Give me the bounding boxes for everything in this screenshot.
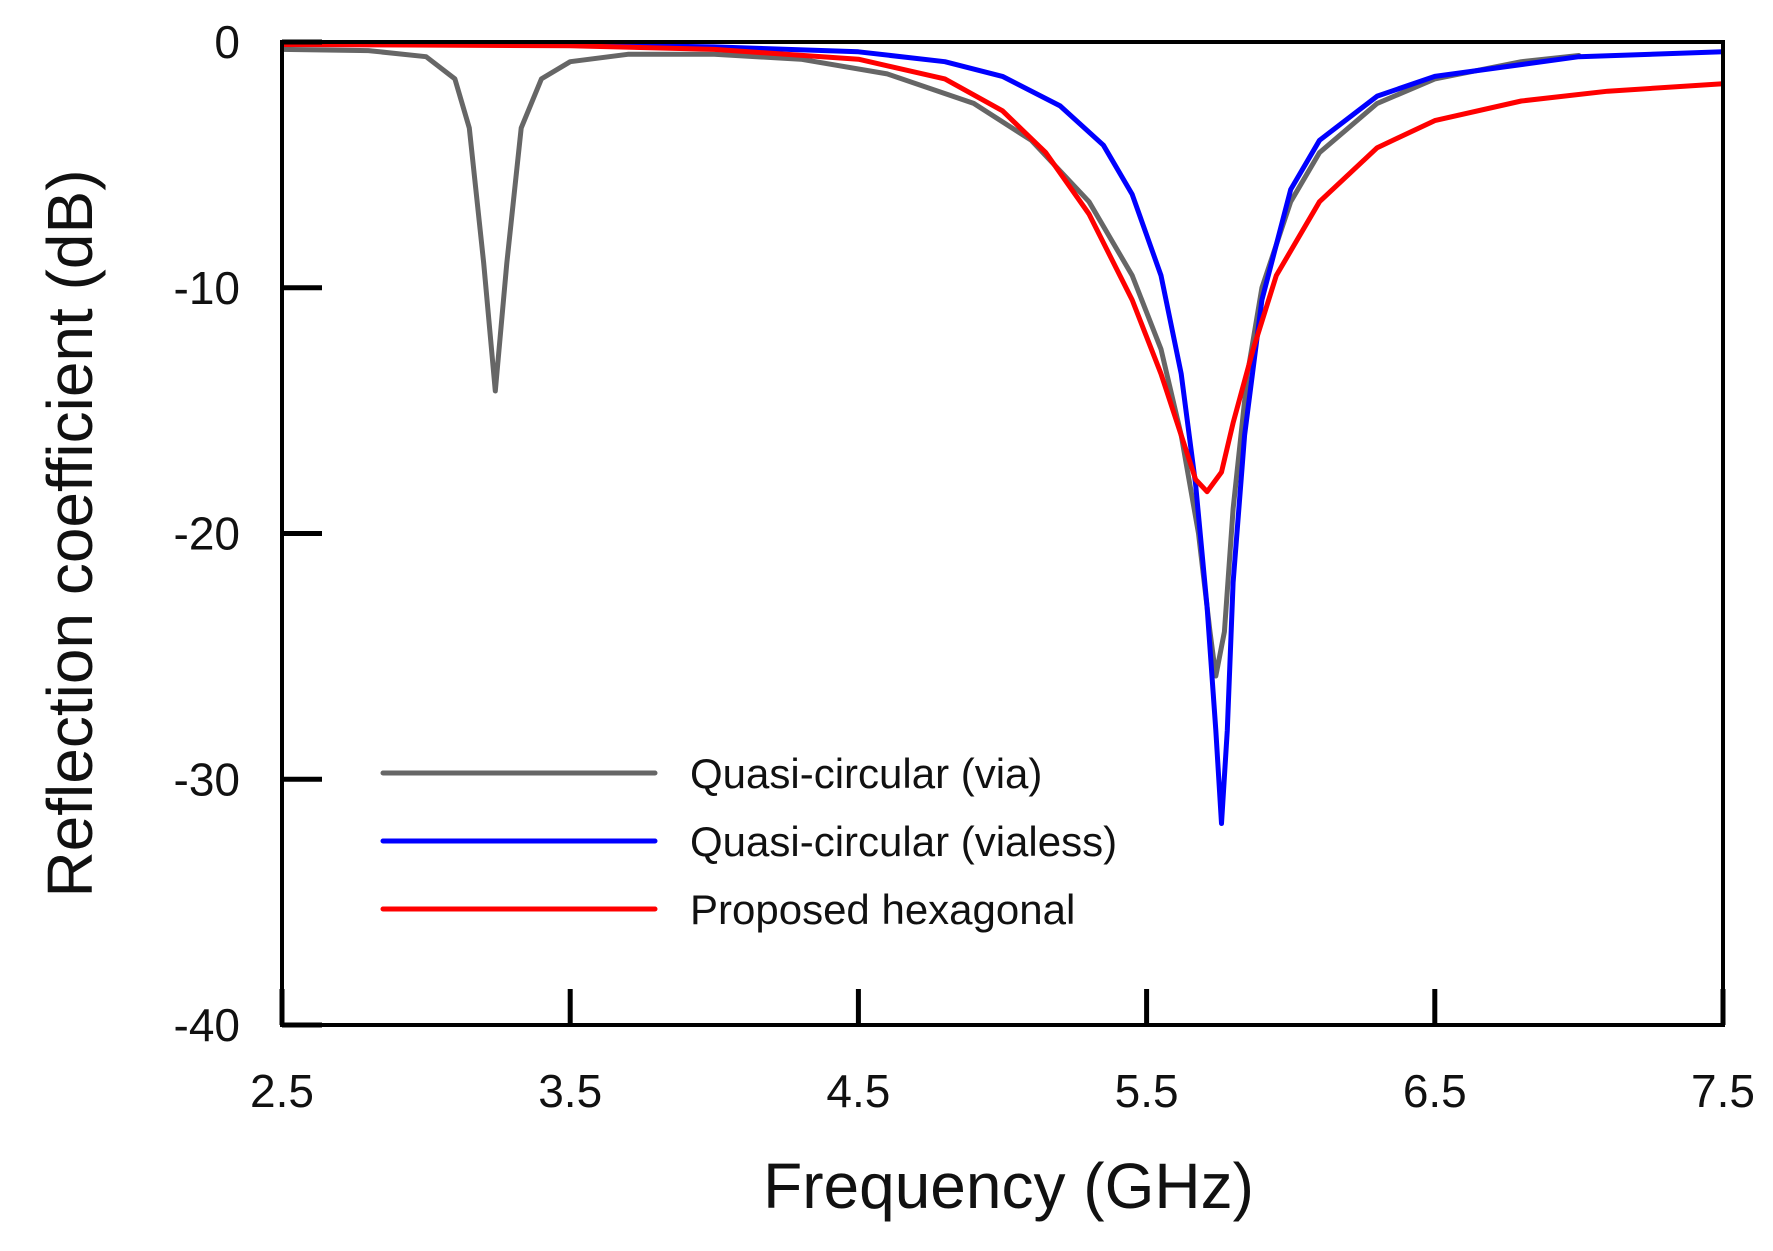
axes: 2.5 3.5 4.5 5.5 6.5 7.5 0 -10 -20 -30 -40 Frequency… bbox=[34, 16, 1755, 1222]
y-tick-label-2: -20 bbox=[174, 508, 240, 560]
x-tick-label-1: 3.5 bbox=[538, 1065, 602, 1117]
legend-label-0: Quasi-circular (via) bbox=[690, 750, 1042, 797]
x-tick-label-0: 2.5 bbox=[250, 1065, 314, 1117]
legend-label-2: Proposed hexagonal bbox=[690, 886, 1075, 933]
y-tick-label-1: -10 bbox=[174, 262, 240, 314]
y-tick-label-0: 0 bbox=[214, 16, 240, 68]
series-line-2 bbox=[282, 42, 1723, 495]
y-tick-label-4: -40 bbox=[174, 999, 240, 1051]
x-tick-label-4: 6.5 bbox=[1403, 1065, 1467, 1117]
plot-area bbox=[282, 42, 1723, 826]
x-tick-label-2: 4.5 bbox=[826, 1065, 890, 1117]
x-axis-title: Frequency (GHz) bbox=[763, 1150, 1254, 1222]
x-tick-label-5: 7.5 bbox=[1691, 1065, 1755, 1117]
series-line-1 bbox=[282, 42, 1723, 826]
legend-label-1: Quasi-circular (vialess) bbox=[690, 818, 1117, 865]
plot-frame bbox=[280, 40, 1725, 1027]
y-tick-label-3: -30 bbox=[174, 753, 240, 805]
y-axis-title: Reflection coefficient (dB) bbox=[34, 169, 106, 897]
legend: Quasi-circular (via) Quasi-circular (vial… bbox=[380, 750, 1117, 933]
x-tick-label-3: 5.5 bbox=[1115, 1065, 1179, 1117]
